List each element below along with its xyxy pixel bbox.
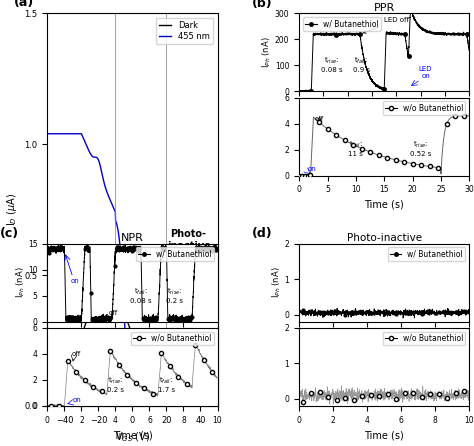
Dark bbox=[53, 398, 59, 403]
Text: t$_{rise}$:
0.2 s: t$_{rise}$: 0.2 s bbox=[107, 376, 124, 392]
Legend: w/ Butanethiol: w/ Butanethiol bbox=[136, 248, 214, 261]
Line: 455 nm: 455 nm bbox=[47, 134, 218, 406]
Text: (c): (c) bbox=[0, 227, 19, 240]
Legend: w/ Butanethiol: w/ Butanethiol bbox=[303, 17, 381, 31]
Dark bbox=[210, 403, 216, 409]
Title: NPR: NPR bbox=[121, 233, 144, 243]
Legend: w/o Butanethiol: w/o Butanethiol bbox=[131, 332, 214, 345]
455 nm bbox=[215, 403, 220, 409]
Text: (b): (b) bbox=[252, 0, 272, 10]
Legend: w/ Butanethiol: w/ Butanethiol bbox=[388, 248, 465, 261]
Text: (d): (d) bbox=[252, 227, 272, 240]
Text: t$_{fall}$:
1.7 s: t$_{fall}$: 1.7 s bbox=[158, 376, 175, 392]
Text: off: off bbox=[109, 310, 118, 316]
X-axis label: V$_{GS}$ (V): V$_{GS}$ (V) bbox=[115, 430, 150, 444]
Text: off: off bbox=[314, 116, 324, 122]
455 nm bbox=[210, 403, 215, 409]
Text: on: on bbox=[308, 166, 317, 172]
Dark bbox=[104, 280, 110, 285]
Line: Dark: Dark bbox=[47, 283, 218, 406]
Title: Photo-inactive: Photo-inactive bbox=[346, 233, 422, 243]
Legend: Dark, 455 nm: Dark, 455 nm bbox=[155, 17, 213, 44]
Text: on: on bbox=[73, 397, 82, 403]
Legend: w/o Butanethiol: w/o Butanethiol bbox=[383, 332, 465, 345]
Dark bbox=[179, 403, 184, 409]
Dark bbox=[128, 327, 133, 332]
Title: PPR: PPR bbox=[374, 3, 395, 12]
Text: (a): (a) bbox=[13, 0, 34, 8]
Text: LED off: LED off bbox=[363, 17, 409, 33]
Text: PPR: PPR bbox=[67, 262, 89, 272]
Text: NPR: NPR bbox=[129, 262, 152, 272]
455 nm bbox=[123, 339, 128, 344]
Text: t$_{rise}$:
0.2 s: t$_{rise}$: 0.2 s bbox=[166, 287, 183, 305]
455 nm bbox=[127, 389, 133, 395]
Text: LED
on: LED on bbox=[419, 66, 432, 79]
Y-axis label: I$_{Ph}$ (nA): I$_{Ph}$ (nA) bbox=[271, 267, 283, 298]
Dark bbox=[215, 403, 220, 409]
Text: t$_{rise}$:
0.08 s: t$_{rise}$: 0.08 s bbox=[321, 56, 343, 73]
455 nm bbox=[53, 131, 59, 136]
Y-axis label: I$_{Ph}$ (nA): I$_{Ph}$ (nA) bbox=[14, 267, 27, 298]
455 nm bbox=[45, 131, 50, 136]
Dark bbox=[45, 398, 50, 403]
Dark bbox=[138, 403, 144, 409]
Text: Photo-
inactive: Photo- inactive bbox=[167, 229, 210, 251]
Y-axis label: I$_{Ph}$ (nA): I$_{Ph}$ (nA) bbox=[261, 37, 273, 68]
455 nm bbox=[179, 403, 184, 409]
Text: off: off bbox=[71, 351, 81, 358]
Text: on: on bbox=[70, 278, 79, 284]
Text: t$_{fall}$:
0.9 s: t$_{fall}$: 0.9 s bbox=[353, 56, 370, 73]
Y-axis label: I$_D$ ($\mu$A): I$_D$ ($\mu$A) bbox=[5, 193, 19, 226]
X-axis label: Time (s): Time (s) bbox=[365, 200, 404, 210]
Text: t$_{rise}$:
0.52 s: t$_{rise}$: 0.52 s bbox=[410, 140, 432, 157]
Dark bbox=[210, 403, 216, 409]
Text: t$_{fall}$:
0.08 s: t$_{fall}$: 0.08 s bbox=[130, 287, 152, 305]
Legend: w/o Butanethiol: w/o Butanethiol bbox=[383, 101, 465, 115]
X-axis label: Time (s): Time (s) bbox=[365, 430, 404, 440]
Dark bbox=[123, 313, 128, 318]
Text: t$_{fall}$:
11 s: t$_{fall}$: 11 s bbox=[348, 140, 363, 157]
X-axis label: Time (s): Time (s) bbox=[113, 430, 152, 440]
455 nm bbox=[210, 403, 215, 409]
